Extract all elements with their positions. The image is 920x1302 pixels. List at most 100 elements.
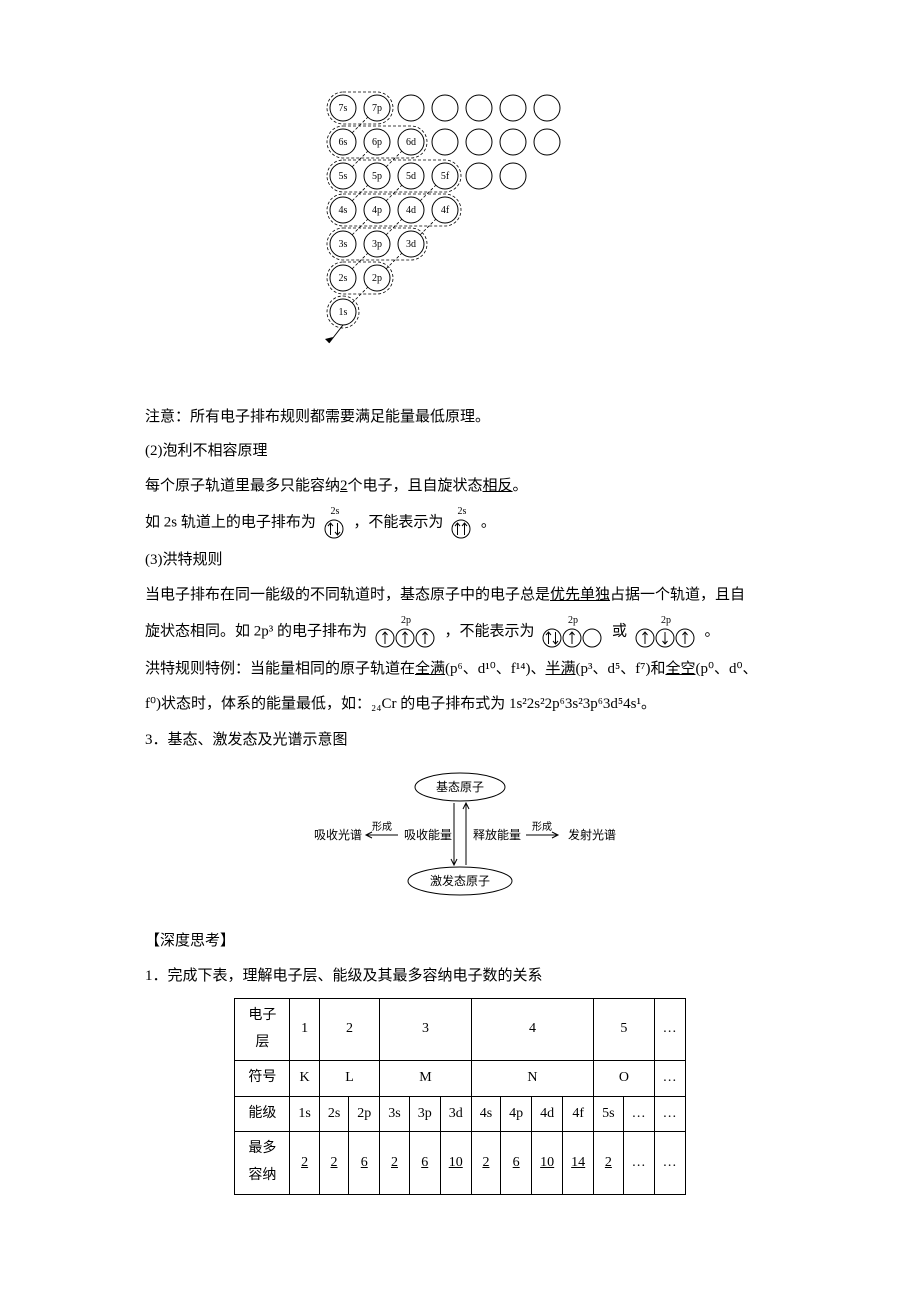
sec3-special-d: (p⁰、d⁰、 (695, 661, 757, 677)
table-max-cell: … (623, 1132, 654, 1194)
table-sublevel-cell: 1s (290, 1096, 319, 1132)
sec3-special-u3: 全空 (665, 661, 695, 677)
sec3-line2-b: ，不能表示为 (445, 623, 535, 639)
table-max-cell: 2 (380, 1132, 409, 1194)
table-max-cell: 6 (501, 1132, 532, 1194)
table-max-cell: … (654, 1132, 685, 1194)
sec2-title: (2)泡利不相容原理 (145, 437, 775, 466)
table-symbol-cell: … (654, 1061, 685, 1097)
sec2-line1-u: 2 (340, 478, 348, 494)
svg-text:2s: 2s (458, 506, 467, 517)
state-diagram-svg: 基态原子激发态原子吸收光谱形成吸收能量释放能量形成发射光谱 (280, 769, 640, 899)
table-symbol-cell: N (471, 1061, 593, 1097)
svg-text:激发态原子: 激发态原子 (430, 873, 490, 888)
sec3-special1: 洪特规则特例：当能量相同的原子轨道在全满(p⁶、d¹⁰、f¹⁴)、半满(p³、d… (145, 655, 775, 684)
table-shell-cell: 5 (594, 999, 654, 1061)
table-rowhdr-shell: 电子层 (235, 999, 290, 1061)
sec3-title: (3)洪特规则 (145, 546, 775, 575)
svg-text:6p: 6p (372, 137, 382, 148)
svg-text:2p: 2p (568, 615, 578, 626)
table-sublevel-cell: 3d (440, 1096, 471, 1132)
sec3-line2: 旋状态相同。如 2p³ 的电子排布为 2p ，不能表示为 2p 或 2p 。 (145, 615, 775, 649)
table-max-cell: 14 (563, 1132, 594, 1194)
svg-text:4d: 4d (406, 205, 416, 216)
sec3-special-a: 洪特规则特例：当能量相同的原子轨道在 (145, 661, 415, 677)
svg-text:5f: 5f (441, 171, 450, 182)
svg-text:发射光谱: 发射光谱 (568, 827, 616, 842)
table-shell-cell: 4 (471, 999, 593, 1061)
svg-text:3s: 3s (339, 239, 348, 250)
svg-text:7s: 7s (339, 103, 348, 114)
sec2-line2-a: 如 2s 轨道上的电子排布为 (145, 514, 316, 530)
table-shell-cell: 2 (319, 999, 379, 1061)
sec3-line2-c: 或 (612, 623, 627, 639)
sec2-line2: 如 2s 轨道上的电子排布为 2s ，不能表示为 2s 。 (145, 506, 775, 540)
table-sublevel-cell: 2s (319, 1096, 348, 1132)
sec3-special-b: (p⁶、d¹⁰、f¹⁴)、 (445, 661, 545, 677)
table-max-cell: 2 (594, 1132, 623, 1194)
sec3-special-u2: 半满 (545, 661, 575, 677)
table-max-cell: 10 (532, 1132, 563, 1194)
table-sublevel-cell: 4d (532, 1096, 563, 1132)
orbital-box-2p-wrong2: 2p (633, 615, 699, 649)
svg-text:4f: 4f (441, 205, 450, 216)
sec2-line1: 每个原子轨道里最多只能容纳2个电子，且自旋状态相反。 (145, 472, 775, 501)
table-shell-cell: … (654, 999, 685, 1061)
sec2-line1-c: 。 (513, 478, 528, 494)
table-sublevel-cell: 2p (349, 1096, 380, 1132)
table-sublevel-cell: … (654, 1096, 685, 1132)
table-max-cell: 10 (440, 1132, 471, 1194)
sec2-line2-b: ，不能表示为 (353, 514, 443, 530)
table-sublevel-cell: 5s (594, 1096, 623, 1132)
table-max-cell: 6 (349, 1132, 380, 1194)
table-shell-cell: 1 (290, 999, 319, 1061)
svg-text:4s: 4s (339, 205, 348, 216)
orbital-order-svg: 7s7p6s6p6d5s5p5d5f4s4p4d4f3s3p3d2s2p1s (315, 90, 605, 380)
svg-text:2p: 2p (372, 273, 382, 284)
table-symbol-cell: L (319, 1061, 379, 1097)
sec3-line1-b: 占据一个轨道，且自 (610, 587, 745, 603)
deep-header: 【深度思考】 (145, 927, 775, 956)
table-rowhdr-symbol: 符号 (235, 1061, 290, 1097)
note-text: 注意：所有电子排布规则都需要满足能量最低原理。 (145, 403, 775, 432)
orbital-order-diagram: 7s7p6s6p6d5s5p5d5f4s4p4d4f3s3p3d2s2p1s (145, 90, 775, 391)
svg-text:1s: 1s (339, 307, 348, 318)
table-sublevel-cell: 4p (501, 1096, 532, 1132)
deep-q1: 1．完成下表，理解电子层、能级及其最多容纳电子数的关系 (145, 962, 775, 991)
sec3-special2: f⁰)状态时，体系的能量最低，如：₂₄Cr 的电子排布式为 1s²2s²2p⁶3… (145, 690, 775, 719)
svg-text:2p: 2p (401, 615, 411, 626)
svg-text:释放能量: 释放能量 (473, 827, 521, 842)
svg-text:7p: 7p (372, 103, 382, 114)
sec3-line2-a: 旋状态相同。如 2p³ 的电子排布为 (145, 623, 367, 639)
table-sublevel-cell: … (623, 1096, 654, 1132)
table-sublevel-cell: 4s (471, 1096, 500, 1132)
table-sublevel-cell: 3p (409, 1096, 440, 1132)
svg-text:6d: 6d (406, 137, 416, 148)
svg-text:2s: 2s (339, 273, 348, 284)
svg-text:5d: 5d (406, 171, 416, 182)
table-max-cell: 2 (319, 1132, 348, 1194)
svg-text:2p: 2p (661, 615, 671, 626)
table-max-cell: 2 (471, 1132, 500, 1194)
sec3-special-c: (p³、d⁵、f⁷)和 (576, 661, 666, 677)
svg-text:形成: 形成 (532, 821, 552, 833)
sec2-line1-b: 个电子，且自旋状态 (348, 478, 483, 494)
table-sublevel-cell: 4f (563, 1096, 594, 1132)
svg-text:基态原子: 基态原子 (436, 780, 484, 794)
svg-text:2s: 2s (330, 506, 339, 517)
table-max-cell: 6 (409, 1132, 440, 1194)
svg-text:形成: 形成 (372, 821, 392, 833)
svg-text:5s: 5s (339, 171, 348, 182)
svg-text:3p: 3p (372, 239, 382, 250)
orbital-box-2s-correct: 2s (322, 506, 348, 540)
table-symbol-cell: K (290, 1061, 319, 1097)
orbital-box-2p-wrong1: 2p (540, 615, 606, 649)
table-symbol-cell: M (380, 1061, 471, 1097)
table-sublevel-cell: 3s (380, 1096, 409, 1132)
sec3-line1: 当电子排布在同一能级的不同轨道时，基态原子中的电子总是优先单独占据一个轨道，且自 (145, 581, 775, 610)
spectrum-title: 3．基态、激发态及光谱示意图 (145, 726, 775, 755)
sec3-line2-d: 。 (705, 623, 720, 639)
state-diagram: 基态原子激发态原子吸收光谱形成吸收能量释放能量形成发射光谱 (145, 769, 775, 910)
svg-text:吸收能量: 吸收能量 (404, 828, 452, 842)
sec2-line1-u2: 相反 (483, 478, 513, 494)
